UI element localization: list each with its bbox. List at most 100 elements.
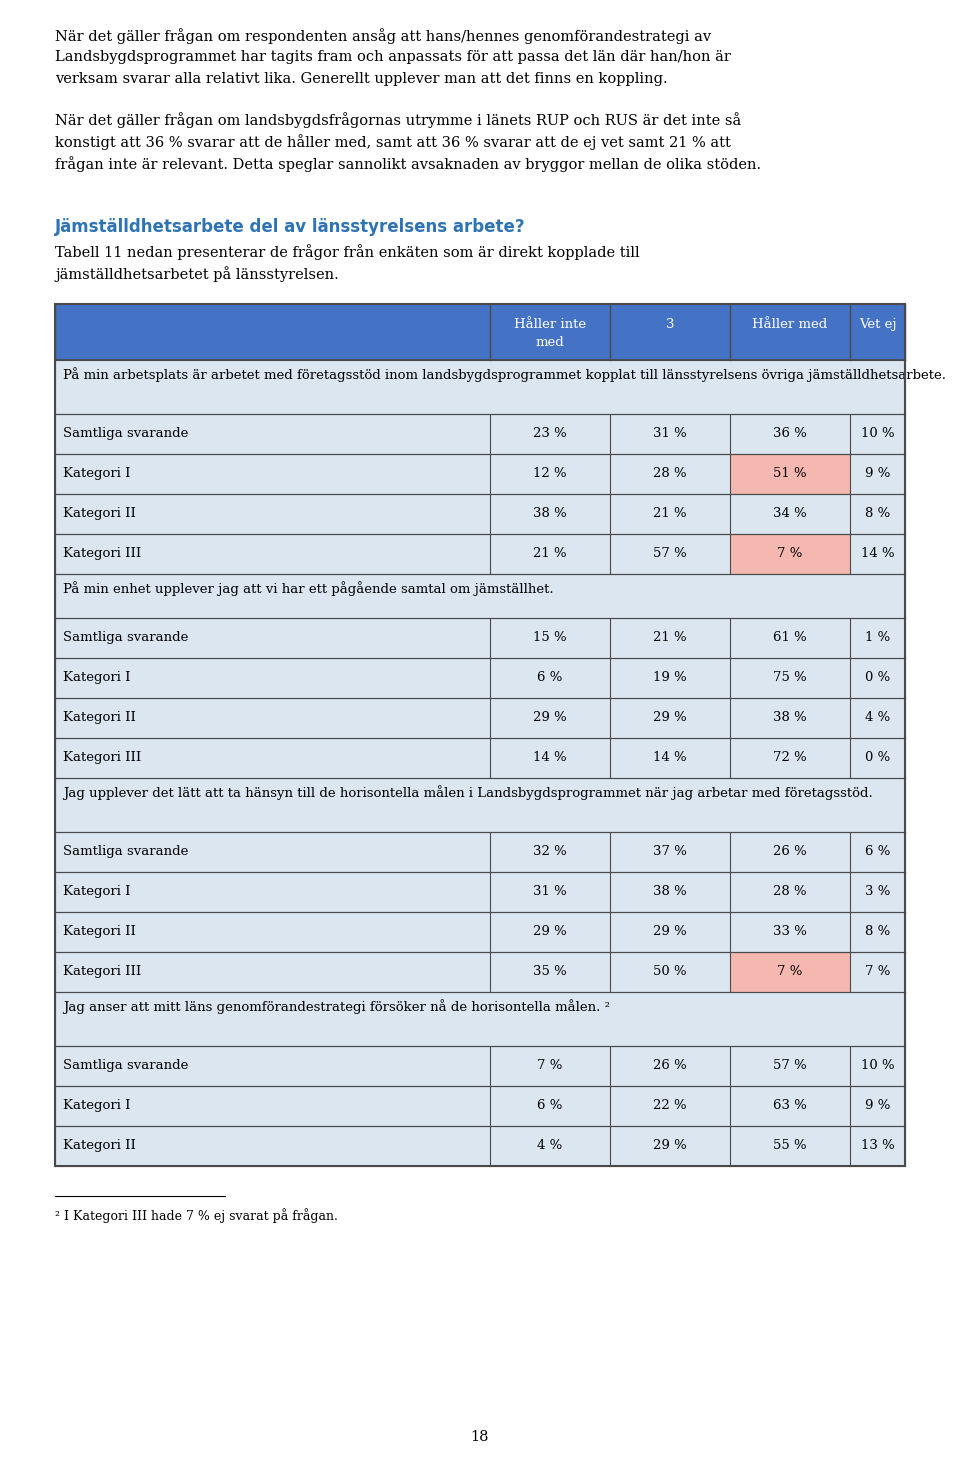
Bar [55,991,905,1045]
Bar [55,414,905,453]
Bar [55,1045,905,1086]
Text: 0 %: 0 % [865,671,890,684]
Bar [55,952,905,991]
Text: Jag upplever det lätt att ta hänsyn till de horisontella målen i Landsbygdsprogr: Jag upplever det lätt att ta hänsyn till… [63,784,873,800]
Text: Kategori II: Kategori II [63,924,136,937]
Text: 3 %: 3 % [865,885,890,898]
Text: 33 %: 33 % [773,924,807,937]
Bar [55,618,905,658]
Bar [55,453,905,494]
Bar [55,360,905,414]
Bar [55,1126,905,1166]
Text: När det gäller frågan om landsbygdsfrågornas utrymme i länets RUP och RUS är det: När det gäller frågan om landsbygdsfrågo… [55,112,741,128]
Text: 7 %: 7 % [865,965,890,978]
Text: 57 %: 57 % [653,547,686,560]
Text: 8 %: 8 % [865,924,890,937]
Text: 29 %: 29 % [533,712,566,725]
Text: Kategori I: Kategori I [63,671,131,684]
Text: 15 %: 15 % [533,631,566,644]
Bar [55,658,905,698]
Text: 57 %: 57 % [773,1059,806,1072]
Text: 29 %: 29 % [653,924,686,937]
Bar [55,534,905,574]
Text: 55 %: 55 % [773,1139,806,1152]
Bar [55,494,905,534]
Bar [55,738,905,779]
Text: Håller inte
med: Håller inte med [514,318,586,348]
Text: Kategori I: Kategori I [63,1099,131,1112]
Text: Samtliga svarande: Samtliga svarande [63,631,188,644]
Text: 75 %: 75 % [773,671,806,684]
Text: 31 %: 31 % [533,885,566,898]
Text: 13 %: 13 % [860,1139,895,1152]
Text: Kategori III: Kategori III [63,547,141,560]
Text: 9 %: 9 % [865,1099,890,1112]
Text: 12 %: 12 % [533,467,566,480]
Bar [55,698,905,738]
Bar [55,1086,905,1126]
Text: 29 %: 29 % [653,712,686,725]
Text: Tabell 11 nedan presenterar de frågor från enkäten som är direkt kopplade till: Tabell 11 nedan presenterar de frågor fr… [55,243,639,260]
Text: 6 %: 6 % [865,846,890,857]
Text: ² I Kategori III hade 7 % ej svarat på frågan.: ² I Kategori III hade 7 % ej svarat på f… [55,1209,338,1223]
Text: Samtliga svarande: Samtliga svarande [63,427,188,440]
Text: 10 %: 10 % [861,1059,895,1072]
Bar [730,952,850,991]
Text: Landsbygdsprogrammet har tagits fram och anpassats för att passa det län där han: Landsbygdsprogrammet har tagits fram och… [55,50,731,64]
Text: 51 %: 51 % [773,467,806,480]
Text: 21 %: 21 % [653,631,686,644]
Text: När det gäller frågan om respondenten ansåg att hans/hennes genomförandestrategi: När det gäller frågan om respondenten an… [55,28,711,44]
Text: 4 %: 4 % [865,712,890,725]
Text: 3: 3 [665,318,674,331]
Text: Jämställdhetsarbete del av länsstyrelsens arbete?: Jämställdhetsarbete del av länsstyrelsen… [55,219,526,236]
Text: 35 %: 35 % [533,965,566,978]
Bar [55,913,905,952]
Text: Kategori III: Kategori III [63,751,141,764]
Text: 36 %: 36 % [773,427,807,440]
Text: 8 %: 8 % [865,507,890,521]
Text: 21 %: 21 % [533,547,566,560]
Text: 4 %: 4 % [538,1139,563,1152]
Text: 63 %: 63 % [773,1099,807,1112]
Text: Kategori II: Kategori II [63,507,136,521]
Text: Håller med: Håller med [753,318,828,331]
Bar [55,305,905,1166]
Text: 37 %: 37 % [653,846,687,857]
Bar [55,574,905,618]
Text: 10 %: 10 % [861,427,895,440]
Text: Kategori II: Kategori II [63,1139,136,1152]
Bar [55,779,905,833]
Text: 26 %: 26 % [653,1059,686,1072]
Text: frågan inte är relevant. Detta speglar sannolikt avsaknaden av bryggor mellan de: frågan inte är relevant. Detta speglar s… [55,156,761,172]
Text: 32 %: 32 % [533,846,566,857]
Text: 31 %: 31 % [653,427,686,440]
Text: verksam svarar alla relativt lika. Generellt upplever man att det finns en koppl: verksam svarar alla relativt lika. Gener… [55,71,667,86]
Text: 28 %: 28 % [653,467,686,480]
Text: Samtliga svarande: Samtliga svarande [63,846,188,857]
Text: 61 %: 61 % [773,631,806,644]
Bar [55,305,905,360]
Text: 14 %: 14 % [653,751,686,764]
Text: 14 %: 14 % [533,751,566,764]
Text: 19 %: 19 % [653,671,686,684]
Text: 7 %: 7 % [778,547,803,560]
Text: Kategori III: Kategori III [63,965,141,978]
Text: 50 %: 50 % [653,965,686,978]
Text: 21 %: 21 % [653,507,686,521]
Text: 23 %: 23 % [533,427,566,440]
Bar [730,453,850,494]
Text: 7 %: 7 % [538,1059,563,1072]
Text: 29 %: 29 % [533,924,566,937]
Text: 38 %: 38 % [653,885,686,898]
Text: 6 %: 6 % [538,671,563,684]
Text: Kategori I: Kategori I [63,885,131,898]
Text: konstigt att 36 % svarar att de håller med, samt att 36 % svarar att de ej vet s: konstigt att 36 % svarar att de håller m… [55,134,731,150]
Text: 26 %: 26 % [773,846,806,857]
Bar [55,872,905,913]
Text: 34 %: 34 % [773,507,806,521]
Text: 0 %: 0 % [865,751,890,764]
Text: 29 %: 29 % [653,1139,686,1152]
Text: 18: 18 [470,1430,490,1443]
Text: Vet ej: Vet ej [858,318,897,331]
Text: jämställdhetsarbetet på länsstyrelsen.: jämställdhetsarbetet på länsstyrelsen. [55,265,339,281]
